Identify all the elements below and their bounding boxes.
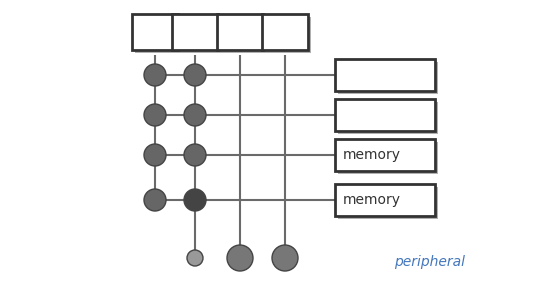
FancyBboxPatch shape <box>175 17 221 53</box>
FancyBboxPatch shape <box>335 184 435 216</box>
Circle shape <box>184 144 206 166</box>
Text: memory: memory <box>343 193 401 207</box>
Text: peripheral: peripheral <box>394 255 466 269</box>
FancyBboxPatch shape <box>220 17 266 53</box>
Circle shape <box>227 245 253 271</box>
FancyBboxPatch shape <box>335 59 435 91</box>
FancyBboxPatch shape <box>262 14 308 50</box>
Circle shape <box>187 250 203 266</box>
Circle shape <box>144 144 166 166</box>
FancyBboxPatch shape <box>172 14 218 50</box>
FancyBboxPatch shape <box>338 62 438 94</box>
FancyBboxPatch shape <box>135 17 181 53</box>
FancyBboxPatch shape <box>338 187 438 219</box>
Text: memory: memory <box>343 148 401 162</box>
FancyBboxPatch shape <box>338 142 438 174</box>
FancyBboxPatch shape <box>217 14 263 50</box>
Circle shape <box>184 64 206 86</box>
Circle shape <box>144 104 166 126</box>
FancyBboxPatch shape <box>265 17 311 53</box>
Circle shape <box>144 189 166 211</box>
FancyBboxPatch shape <box>132 14 178 50</box>
Circle shape <box>144 64 166 86</box>
FancyBboxPatch shape <box>338 102 438 134</box>
Circle shape <box>272 245 298 271</box>
Circle shape <box>184 189 206 211</box>
FancyBboxPatch shape <box>335 139 435 171</box>
Circle shape <box>184 104 206 126</box>
FancyBboxPatch shape <box>335 99 435 131</box>
